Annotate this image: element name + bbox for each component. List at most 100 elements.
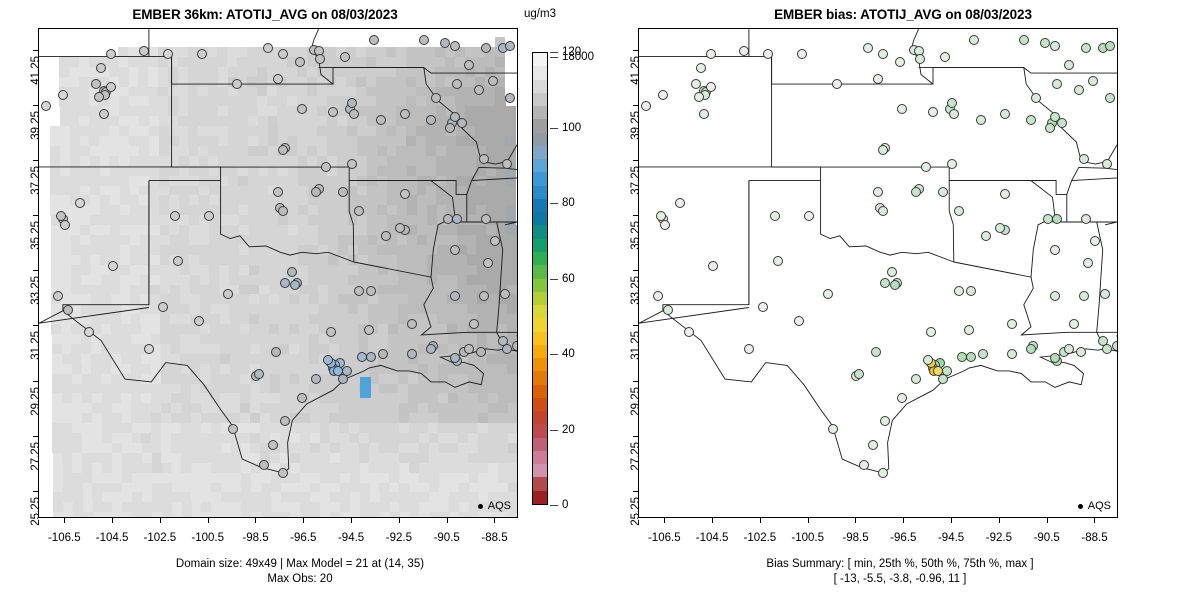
raster-cell	[368, 314, 379, 325]
raster-cell	[81, 413, 93, 424]
raster-cell	[385, 46, 397, 58]
y-tick-mark	[33, 104, 38, 106]
raster-cell	[418, 462, 430, 474]
raster-cell	[62, 512, 74, 517]
raster-cell	[427, 334, 439, 345]
raster-cell	[340, 512, 351, 517]
raster-cell	[158, 116, 170, 127]
boundary-line	[423, 67, 517, 165]
raster-cell	[366, 145, 378, 157]
raster-cell	[427, 363, 439, 375]
raster-cell	[90, 215, 101, 226]
raster-cell	[207, 46, 218, 58]
colorbar-title-model: ug/m3	[524, 8, 556, 20]
raster-cell	[288, 314, 300, 325]
raster-cell	[179, 264, 191, 276]
raster-cell	[408, 343, 419, 355]
raster-cell	[369, 423, 380, 434]
raster-cell	[357, 264, 369, 276]
raster-cell	[81, 363, 92, 375]
raster-cell	[495, 155, 506, 167]
raster-cell	[148, 46, 159, 58]
raster-cell	[347, 185, 358, 196]
raster-cell	[310, 472, 321, 484]
raster-cell	[336, 106, 348, 117]
raster-cell	[287, 136, 298, 147]
raster-cell	[189, 215, 200, 226]
raster-cell	[80, 284, 92, 295]
raster-cell	[249, 363, 261, 375]
raster-cell	[319, 373, 330, 385]
raster-cell	[141, 383, 152, 394]
raster-cell	[306, 66, 318, 78]
raster-cell	[240, 403, 251, 414]
raster-cell	[190, 363, 201, 375]
raster-cell	[258, 244, 270, 256]
raster-cell	[159, 195, 170, 206]
raster-cell	[199, 324, 211, 335]
raster-cell	[51, 304, 62, 315]
raster-cell	[259, 294, 270, 305]
raster-cell	[230, 442, 242, 454]
raster-cell	[239, 274, 250, 286]
raster-cell	[228, 145, 239, 157]
obs-marker	[483, 258, 494, 269]
raster-cell	[386, 96, 397, 107]
raster-cell	[375, 66, 387, 78]
raster-cell	[498, 462, 509, 474]
raster-cell	[240, 393, 251, 404]
raster-cell	[357, 244, 369, 256]
colorbar-tick-label: 40	[562, 348, 575, 360]
raster-cell	[108, 66, 120, 78]
raster-cell	[468, 462, 479, 474]
raster-cell	[131, 373, 142, 385]
raster-cell	[498, 492, 509, 503]
raster-cell	[337, 215, 349, 226]
raster-cell	[319, 363, 330, 375]
x-tick-label: -100.5	[791, 532, 824, 544]
raster-cell	[142, 502, 153, 513]
raster-cell	[368, 393, 380, 404]
raster-cell	[170, 373, 182, 385]
boundary-line	[662, 180, 890, 474]
raster-cell	[102, 502, 113, 513]
raster-cell	[131, 462, 143, 474]
raster-cell	[326, 56, 337, 68]
raster-cell	[178, 96, 189, 107]
raster-cell	[467, 373, 479, 385]
raster-cell	[426, 215, 438, 226]
raster-cell	[338, 324, 349, 335]
raster-cell	[407, 225, 418, 236]
raster-cell	[171, 423, 182, 434]
raster-cell	[108, 86, 120, 97]
raster-cell	[159, 205, 170, 216]
raster-cell	[357, 254, 369, 266]
raster-cell	[506, 264, 517, 276]
raster-cell	[70, 254, 82, 266]
raster-cell	[507, 353, 517, 365]
raster-cell	[231, 482, 242, 493]
raster-cell	[158, 145, 170, 157]
raster-cell	[388, 343, 399, 355]
raster-cell	[467, 353, 478, 365]
raster-cell	[508, 472, 517, 484]
y-tick-label: 35.25	[30, 221, 42, 250]
raster-cell	[385, 56, 397, 68]
obs-marker	[480, 214, 491, 225]
raster-cell	[316, 76, 328, 88]
raster-cell	[286, 76, 298, 88]
raster-cell	[171, 472, 182, 484]
bias-marker	[743, 343, 754, 354]
raster-cell	[129, 215, 141, 226]
raster-cell	[72, 452, 83, 464]
raster-cell	[109, 185, 121, 196]
raster-cell	[62, 452, 73, 464]
raster-cell	[250, 393, 261, 404]
raster-cell	[200, 373, 211, 385]
raster-cell	[227, 86, 239, 97]
raster-cell	[169, 244, 181, 256]
raster-cell	[337, 235, 349, 246]
footer-model-line2: Max Obs: 20	[267, 573, 333, 585]
raster-cell	[51, 373, 63, 385]
raster-cell	[89, 126, 100, 137]
